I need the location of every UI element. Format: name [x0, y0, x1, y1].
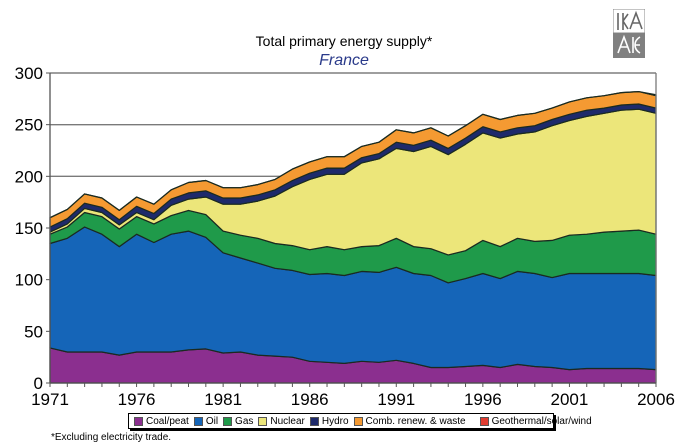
legend: Coal/peat Oil Gas Nuclear Hydro Comb. renew. …: [128, 413, 592, 429]
x-tick-label: 2001: [551, 390, 589, 409]
legend-item: Comb. renew. & waste: [353, 415, 466, 427]
y-tick-label: 50: [24, 322, 43, 341]
y-tick-label: 200: [15, 167, 43, 186]
legend-swatch: [258, 416, 268, 426]
legend-label: Oil: [205, 415, 219, 427]
legend-label: Coal/peat: [146, 415, 189, 427]
legend-swatch: [479, 416, 489, 426]
y-tick-label: 150: [15, 219, 43, 238]
legend-label: Geothermal/solar/wind: [491, 415, 592, 427]
legend-label: Hydro: [321, 415, 349, 427]
legend-item: Hydro: [309, 415, 349, 427]
legend-swatch: [309, 416, 319, 426]
legend-label: Nuclear: [270, 415, 305, 427]
legend-swatch: [353, 416, 363, 426]
y-tick-label: 300: [15, 64, 43, 83]
legend-swatch: [134, 416, 143, 426]
iea-logo-icon: [613, 9, 645, 58]
legend-item: Nuclear: [258, 415, 305, 427]
y-tick-label: 250: [15, 116, 43, 135]
chart-subtitle: France: [319, 52, 369, 69]
chart-title: Total primary energy supply*: [255, 33, 433, 49]
legend-label: Gas: [235, 415, 254, 427]
x-tick-label: 1996: [464, 390, 502, 409]
x-tick-label: 2006: [637, 390, 675, 409]
axes: [46, 72, 657, 387]
legend-item: Geothermal/solar/wind: [479, 415, 592, 427]
x-tick-label: 1981: [204, 390, 242, 409]
x-tick-label: 1976: [118, 390, 156, 409]
y-tick-label: 100: [15, 271, 43, 290]
x-tick-label: 1986: [291, 390, 329, 409]
x-tick-label: 1991: [377, 390, 415, 409]
legend-item: Gas: [223, 416, 253, 427]
legend-swatch: [193, 416, 203, 426]
legend-label: Comb. renew. & waste: [365, 415, 466, 427]
area-series: [49, 91, 657, 384]
footnote: *Excluding electricity trade.: [51, 432, 172, 443]
x-tick-label: 1971: [31, 390, 69, 409]
legend-swatch: [223, 416, 233, 426]
tick-labels: 0 50 100 150 200 250 300 1971 1976 1981 1986 1991 19…: [15, 64, 675, 409]
legend-item: Oil: [193, 415, 219, 427]
legend-item: Coal/peat: [134, 416, 189, 427]
y-tick-label: 0: [34, 374, 43, 393]
